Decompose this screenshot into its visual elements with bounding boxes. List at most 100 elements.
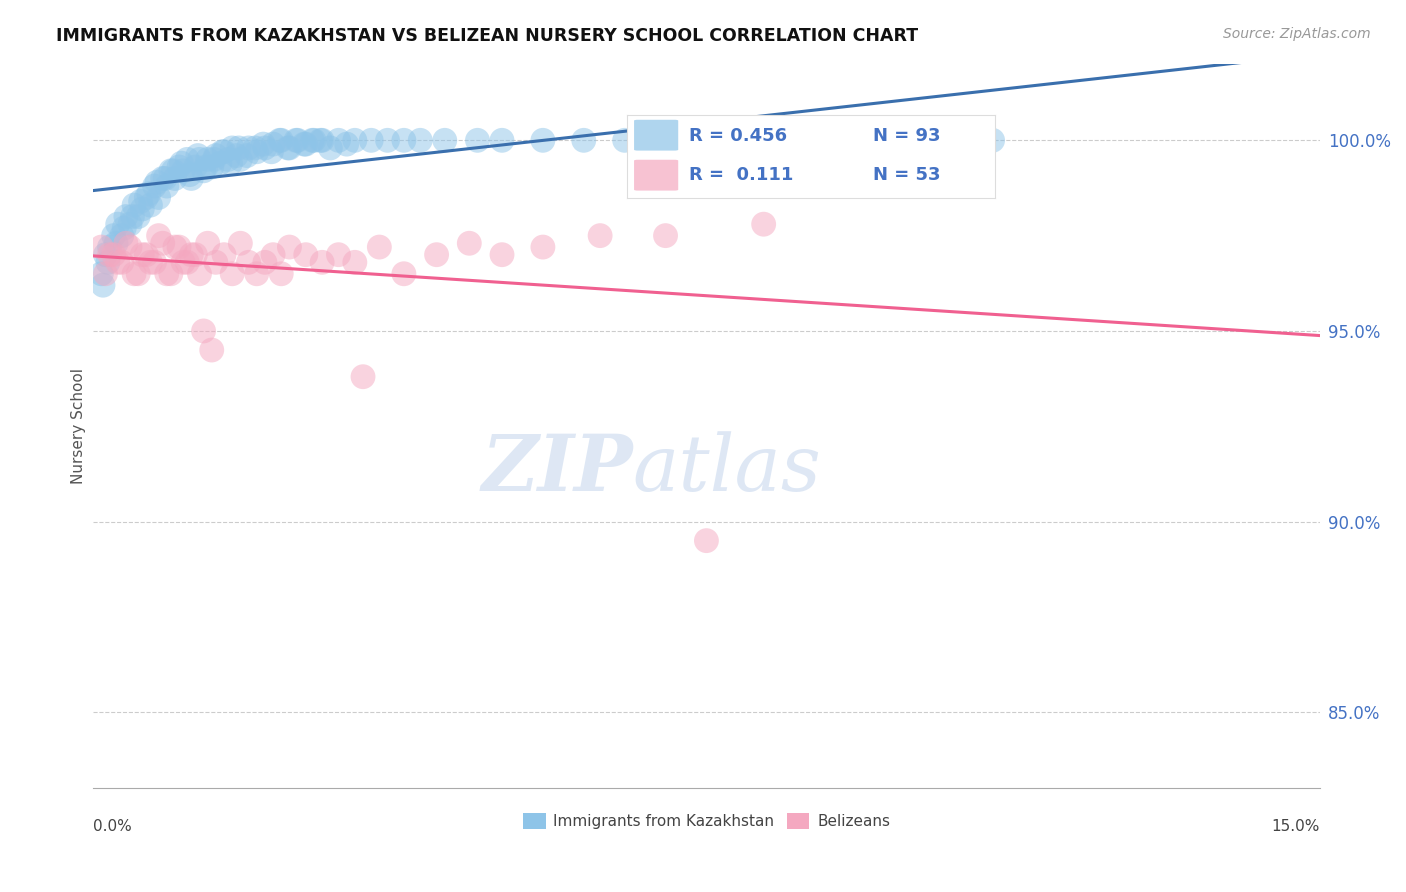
Point [217,153,239,167]
Text: ZIP: ZIP [481,432,633,508]
Point [121,210,143,224]
Point [146,175,169,189]
Point [112,221,135,235]
Point [352,369,374,384]
Point [818,133,841,147]
Point [201,160,224,174]
Point [138,186,160,201]
Point [270,133,292,147]
Text: IMMIGRANTS FROM KAZAKHSTAN VS BELIZEAN NURSERY SCHOOL CORRELATION CHART: IMMIGRANTS FROM KAZAKHSTAN VS BELIZEAN N… [56,27,918,45]
Point [294,137,316,152]
Point [193,163,215,178]
Point [287,133,309,147]
Point [105,236,128,251]
Point [197,153,219,167]
Point [238,255,260,269]
Point [243,141,266,155]
Point [163,240,186,254]
Point [589,228,612,243]
Point [139,255,162,269]
Text: 15.0%: 15.0% [1271,819,1320,834]
Point [531,240,554,254]
Point [246,267,269,281]
Point [278,240,301,254]
Point [236,148,259,162]
Point [253,141,276,155]
Point [262,248,284,262]
Point [127,210,149,224]
Point [107,217,129,231]
Point [148,190,170,204]
Point [752,217,775,231]
Point [392,267,415,281]
Point [103,228,125,243]
Point [981,133,1004,147]
Point [409,133,432,147]
Point [531,133,554,147]
Point [156,267,179,281]
Point [311,255,333,269]
Point [294,248,316,262]
Point [270,267,292,281]
Point [180,171,202,186]
Point [221,267,243,281]
Point [91,278,114,293]
Point [377,133,399,147]
Point [172,163,194,178]
Point [118,217,141,231]
Point [311,133,333,147]
Point [229,236,252,251]
Point [262,137,284,152]
Point [260,145,283,159]
Point [197,236,219,251]
Point [170,156,193,170]
Point [90,267,112,281]
Point [211,145,233,159]
Point [284,133,307,147]
Point [115,210,138,224]
Point [252,137,274,152]
Point [336,137,359,152]
Point [184,248,207,262]
Point [163,171,186,186]
Point [98,248,121,262]
Point [695,133,717,147]
Point [613,133,636,147]
Point [111,255,134,269]
Point [139,198,162,212]
Point [368,240,391,254]
Point [269,133,291,147]
Point [148,228,170,243]
Point [111,228,134,243]
Point [187,148,209,162]
Point [360,133,382,147]
Point [253,255,276,269]
Point [695,533,717,548]
Point [127,267,149,281]
Point [184,160,207,174]
Text: Source: ZipAtlas.com: Source: ZipAtlas.com [1223,27,1371,41]
Point [229,153,252,167]
Point [319,141,342,155]
Point [343,255,366,269]
Point [176,255,198,269]
Point [859,133,882,147]
Point [202,153,225,167]
Point [392,133,415,147]
Point [179,168,201,182]
Point [90,240,112,254]
Legend: Immigrants from Kazakhstan, Belizeans: Immigrants from Kazakhstan, Belizeans [516,807,896,835]
Point [172,255,194,269]
Point [225,148,247,162]
Point [118,240,141,254]
Point [212,248,235,262]
Point [491,248,513,262]
Point [97,255,120,269]
Point [941,133,963,147]
Point [737,133,759,147]
Point [328,248,350,262]
Point [131,202,153,216]
Point [180,248,202,262]
Point [491,133,513,147]
Point [188,153,211,167]
